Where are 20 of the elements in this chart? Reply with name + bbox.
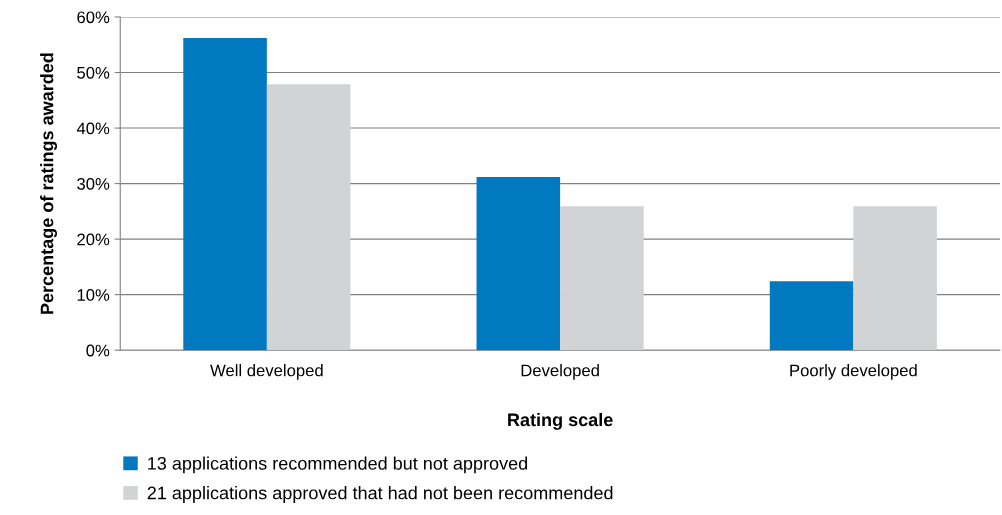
y-axis-title: Percentage of ratings awarded	[40, 53, 58, 314]
y-tick-label: 0%	[86, 344, 110, 357]
y-tick-label: 50%	[77, 66, 110, 79]
x-tick-label: Well developed	[210, 364, 323, 380]
x-tick-label: Developed	[521, 364, 599, 380]
y-tick-label: 40%	[76, 122, 110, 135]
bar	[560, 206, 644, 351]
y-tick-label: 60%	[77, 11, 110, 24]
y-tick-label: 20%	[77, 233, 110, 246]
bar	[183, 38, 267, 351]
legend-label: 21 applications approved that had not been recommended	[147, 486, 613, 503]
y-tick-label: 10%	[77, 289, 110, 301]
y-tick-label: 30%	[77, 178, 110, 190]
bar	[266, 84, 351, 351]
bar	[853, 206, 937, 351]
bar	[476, 176, 561, 351]
legend-label: 13 applications recommended but not approved	[148, 456, 528, 474]
x-axis-title: Rating scale	[508, 412, 613, 430]
bar	[769, 281, 854, 351]
x-tick-label: Poorly developed	[790, 364, 917, 380]
